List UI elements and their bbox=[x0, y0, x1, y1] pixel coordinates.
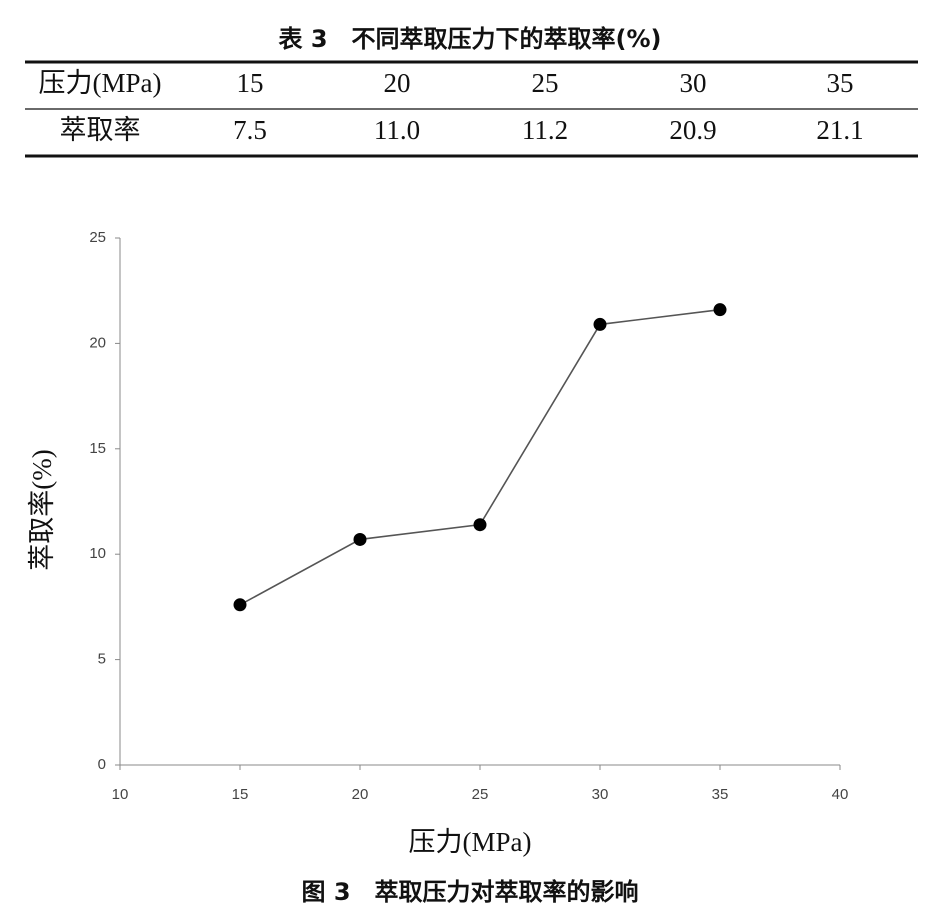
table-cell: 萃取率 bbox=[60, 115, 141, 145]
y-tick-label: 25 bbox=[89, 229, 106, 246]
x-tick-label: 25 bbox=[472, 786, 489, 803]
table-cell: 20.9 bbox=[669, 115, 716, 145]
y-tick-label: 5 bbox=[98, 651, 106, 668]
x-tick-label: 15 bbox=[232, 786, 249, 803]
x-tick-label: 20 bbox=[352, 786, 369, 803]
data-point bbox=[593, 317, 607, 331]
table-header-cell: 30 bbox=[680, 68, 707, 98]
y-tick-label: 20 bbox=[89, 334, 106, 351]
data-point bbox=[473, 518, 487, 532]
figure-caption: 图 3 萃取压力对萃取率的影响 bbox=[301, 878, 638, 906]
data-line bbox=[239, 308, 721, 606]
table-header-cell: 15 bbox=[237, 68, 264, 98]
table-cell: 11.0 bbox=[374, 115, 420, 145]
table-cell: 21.1 bbox=[816, 115, 863, 145]
data-point bbox=[353, 532, 367, 546]
table-header-cell: 35 bbox=[827, 68, 854, 98]
table-header-cell: 20 bbox=[384, 68, 411, 98]
y-tick-label: 10 bbox=[89, 545, 106, 562]
x-axis-label: 压力(MPa) bbox=[409, 827, 532, 857]
table-header-cell: 压力(MPa) bbox=[39, 68, 162, 98]
table-cell: 7.5 bbox=[233, 115, 267, 145]
x-tick-label: 35 bbox=[712, 786, 729, 803]
x-tick-label: 30 bbox=[592, 786, 609, 803]
table-header-cell: 25 bbox=[532, 68, 559, 98]
x-tick-label: 10 bbox=[112, 786, 129, 803]
y-axis-label: 萃取率(%) bbox=[27, 449, 57, 570]
y-tick-label: 15 bbox=[89, 440, 106, 457]
x-tick-label: 40 bbox=[832, 786, 849, 803]
y-tick-label: 0 bbox=[98, 756, 106, 773]
data-point bbox=[233, 598, 247, 612]
data-point bbox=[713, 303, 727, 317]
table-cell: 11.2 bbox=[522, 115, 568, 145]
table-title: 表 3 不同萃取压力下的萃取率(%) bbox=[278, 25, 661, 53]
